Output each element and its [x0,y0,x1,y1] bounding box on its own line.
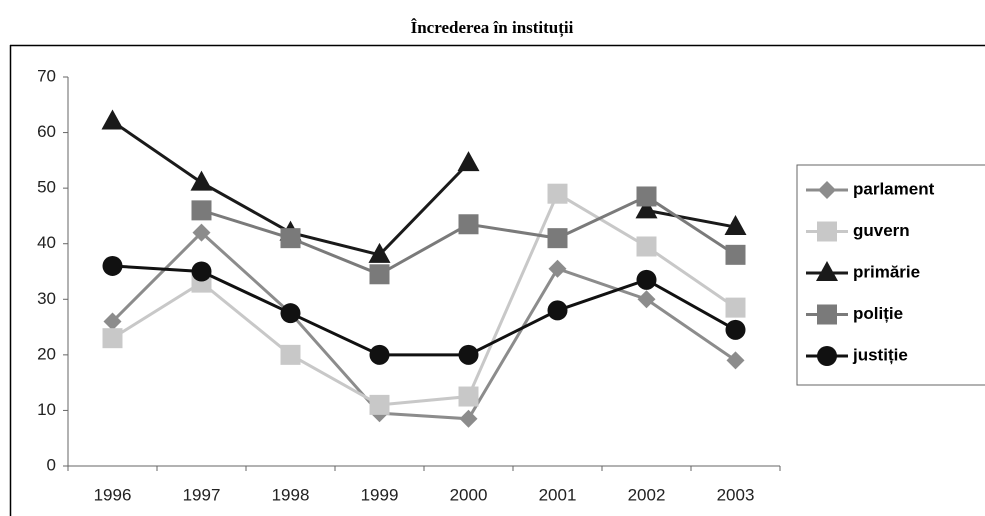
point [102,255,123,276]
legend-label: primărie [853,262,920,281]
point [547,300,568,321]
point [101,109,124,130]
point [548,259,567,278]
point [637,290,656,309]
x-tick-label: 1997 [183,485,221,504]
point [280,303,301,324]
point [458,386,479,407]
legend-label: poliție [853,304,903,323]
series-line [646,208,736,229]
x-tick-label: 1996 [94,485,132,504]
point [190,170,213,191]
legend-label: justiție [852,345,908,364]
point [191,200,212,221]
point [280,344,301,365]
point [635,198,658,219]
legend-label: parlament [853,179,935,198]
point [636,269,657,290]
point [369,344,390,365]
y-tick-label: 40 [37,233,56,252]
chart-title: Încrederea în instituții [411,18,574,38]
point [459,409,478,428]
x-tick-label: 1998 [272,485,310,504]
point [458,344,479,365]
point [547,228,568,249]
point [636,186,657,207]
series-line [112,264,737,357]
point [458,214,479,235]
y-tick-label: 10 [37,400,56,419]
x-tick-label: 2003 [717,485,755,504]
y-tick-label: 60 [37,122,56,141]
legend-label: guvern [853,221,910,240]
legend-marker [817,346,837,366]
point [724,215,747,236]
legend-marker [818,181,836,199]
point [547,183,568,204]
x-tick-label: 1999 [361,485,399,504]
x-tick-label: 2001 [539,485,577,504]
point [636,236,657,257]
point [369,394,390,415]
y-tick-label: 50 [37,178,56,197]
point [457,151,480,172]
y-tick-label: 70 [37,66,56,85]
x-tick-label: 2002 [628,485,666,504]
y-tick-label: 0 [47,455,56,474]
x-tick-label: 2000 [450,485,488,504]
point [102,328,123,349]
point [725,297,746,318]
point [280,228,301,249]
y-tick-label: 30 [37,289,56,308]
y-tick-label: 20 [37,344,56,363]
point [369,264,390,285]
legend-marker [817,221,837,242]
point [725,319,746,340]
point [192,223,211,242]
legend-marker [817,304,837,325]
point [191,261,212,282]
point [103,312,122,331]
legend-marker [816,261,838,281]
series-line [111,230,737,421]
point [368,242,391,263]
series-line [111,191,737,407]
point [725,244,746,265]
point [726,351,745,370]
